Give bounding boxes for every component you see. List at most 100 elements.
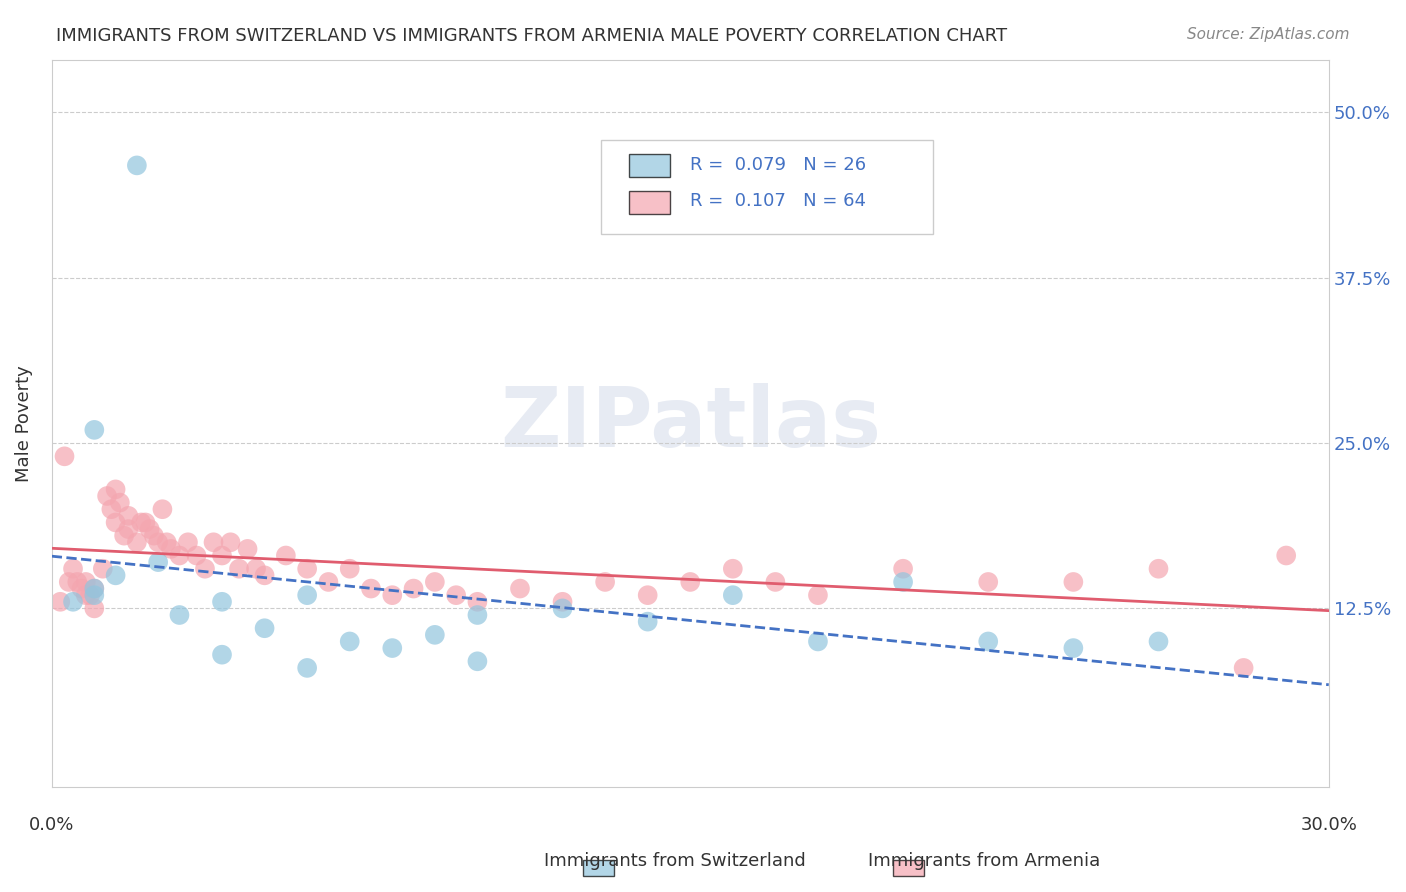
Point <box>721 562 744 576</box>
Point <box>58 574 80 589</box>
Text: R =  0.079   N = 26: R = 0.079 N = 26 <box>690 156 866 174</box>
Point <box>49 595 72 609</box>
Point <box>467 654 489 668</box>
Point <box>977 634 1000 648</box>
Point <box>104 516 127 530</box>
Point <box>637 588 659 602</box>
Point <box>186 549 208 563</box>
Point <box>219 535 242 549</box>
Point <box>551 595 574 609</box>
Point <box>295 588 318 602</box>
Point <box>83 582 105 596</box>
Point <box>295 562 318 576</box>
Text: Immigrants from Switzerland: Immigrants from Switzerland <box>544 852 806 870</box>
Point <box>160 541 183 556</box>
Point <box>146 555 169 569</box>
Point <box>444 588 467 602</box>
Point <box>79 588 101 602</box>
Point <box>83 582 105 596</box>
Text: R =  0.107   N = 64: R = 0.107 N = 64 <box>690 193 866 211</box>
Point <box>637 615 659 629</box>
Text: Source: ZipAtlas.com: Source: ZipAtlas.com <box>1187 27 1350 42</box>
Point <box>551 601 574 615</box>
Text: 30.0%: 30.0% <box>1301 816 1357 834</box>
Text: IMMIGRANTS FROM SWITZERLAND VS IMMIGRANTS FROM ARMENIA MALE POVERTY CORRELATION : IMMIGRANTS FROM SWITZERLAND VS IMMIGRANT… <box>56 27 1007 45</box>
Point <box>228 562 250 576</box>
FancyBboxPatch shape <box>628 191 669 214</box>
Point <box>1275 549 1298 563</box>
Point <box>509 582 531 596</box>
Point <box>75 574 97 589</box>
Y-axis label: Male Poverty: Male Poverty <box>15 365 32 482</box>
Point <box>53 450 76 464</box>
Point <box>211 549 233 563</box>
Point <box>83 601 105 615</box>
Point <box>134 516 156 530</box>
Point <box>339 562 361 576</box>
Point <box>152 502 174 516</box>
Point <box>763 574 786 589</box>
Point <box>423 574 446 589</box>
Point <box>169 607 191 622</box>
Point <box>202 535 225 549</box>
Point <box>721 588 744 602</box>
Point <box>83 588 105 602</box>
Point <box>194 562 217 576</box>
Point <box>402 582 425 596</box>
Point <box>138 522 160 536</box>
Point <box>1062 641 1084 656</box>
Point <box>104 483 127 497</box>
Point <box>1233 661 1256 675</box>
Point <box>891 574 914 589</box>
Point <box>245 562 267 576</box>
Point <box>318 574 340 589</box>
Text: ZIPatlas: ZIPatlas <box>499 383 880 464</box>
Point <box>142 529 165 543</box>
Point <box>1062 574 1084 589</box>
Point <box>169 549 191 563</box>
Point <box>679 574 702 589</box>
Point <box>295 661 318 675</box>
Point <box>156 535 179 549</box>
Point <box>467 607 489 622</box>
Text: 0.0%: 0.0% <box>30 816 75 834</box>
Point <box>253 621 276 635</box>
Point <box>66 574 89 589</box>
Point <box>891 562 914 576</box>
Point <box>83 423 105 437</box>
Point <box>423 628 446 642</box>
Point <box>1147 634 1170 648</box>
Point <box>211 648 233 662</box>
Point <box>129 516 152 530</box>
Point <box>112 529 135 543</box>
Point <box>62 562 84 576</box>
Point <box>807 634 830 648</box>
Point <box>253 568 276 582</box>
Point <box>108 495 131 509</box>
Point <box>381 641 404 656</box>
Point <box>146 535 169 549</box>
Point <box>467 595 489 609</box>
Point <box>1147 562 1170 576</box>
Point <box>75 588 97 602</box>
Point <box>360 582 382 596</box>
Point <box>70 582 93 596</box>
Point <box>104 568 127 582</box>
Point <box>381 588 404 602</box>
Point <box>807 588 830 602</box>
Point <box>100 502 122 516</box>
Point <box>62 595 84 609</box>
Point <box>977 574 1000 589</box>
Point <box>211 595 233 609</box>
Point <box>339 634 361 648</box>
Point <box>593 574 616 589</box>
Point <box>274 549 297 563</box>
FancyBboxPatch shape <box>600 140 934 235</box>
Point <box>125 158 148 172</box>
Point <box>125 535 148 549</box>
FancyBboxPatch shape <box>628 154 669 178</box>
Point <box>177 535 200 549</box>
Point <box>91 562 114 576</box>
Point <box>117 508 139 523</box>
Point <box>96 489 118 503</box>
